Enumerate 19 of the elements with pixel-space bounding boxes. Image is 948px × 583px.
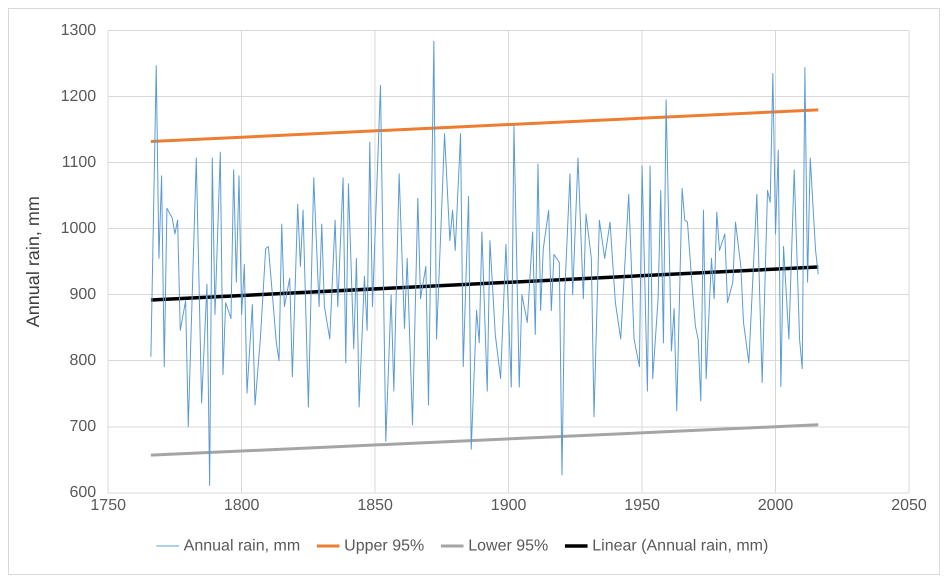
x-tick-label: 1850 — [357, 496, 394, 514]
y-tick-label: 800 — [69, 352, 96, 370]
x-tick-label: 2050 — [891, 496, 927, 514]
y-tick-label: 700 — [69, 418, 96, 436]
legend-label: Lower 95% — [468, 537, 548, 554]
y-tick-label: 900 — [69, 286, 96, 304]
y-tick-label: 1200 — [60, 88, 96, 106]
legend-label: Linear (Annual rain, mm) — [592, 537, 768, 554]
y-tick-label: 1000 — [60, 220, 96, 238]
x-tick-label: 2000 — [758, 496, 794, 514]
legend-label: Upper 95% — [344, 537, 424, 554]
y-axis-title: Annual rain, mm — [22, 196, 43, 328]
x-tick-label: 1750 — [90, 496, 126, 514]
y-tick-label: 1300 — [60, 22, 96, 40]
y-tick-label: 1100 — [62, 154, 96, 172]
x-tick-label: 1900 — [490, 496, 526, 514]
x-tick-label: 1950 — [624, 496, 660, 514]
x-tick-label: 1800 — [224, 496, 260, 514]
legend-label: Annual rain, mm — [184, 537, 300, 554]
